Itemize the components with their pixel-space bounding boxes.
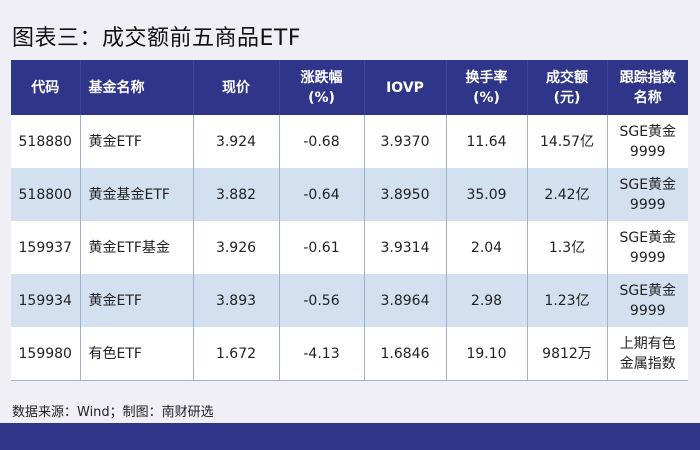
cell-change: -0.61: [278, 221, 364, 274]
cell-iovp: 3.8950: [363, 168, 446, 221]
header-iovp: IOVP: [363, 60, 446, 115]
cell-turnover: 11.64: [445, 115, 527, 168]
cell-index: SGE黄金 9999: [606, 274, 688, 327]
cell-turnover: 2.04: [445, 221, 527, 274]
cell-price: 3.893: [192, 274, 279, 327]
cell-volume: 9812万: [526, 327, 607, 381]
cell-volume: 1.23亿: [526, 274, 607, 327]
cell-change: -0.68: [278, 115, 364, 168]
cell-price: 3.926: [192, 221, 279, 274]
header-price: 现价: [192, 60, 279, 115]
cell-iovp: 3.9370: [363, 115, 446, 168]
cell-iovp: 3.8964: [363, 274, 446, 327]
table-row: 159934 黄金ETF 3.893 -0.56 3.8964 2.98 1.2…: [11, 274, 688, 327]
cell-change: -0.56: [278, 274, 364, 327]
table-row: 159937 黄金ETF基金 3.926 -0.61 3.9314 2.04 1…: [11, 221, 688, 274]
cell-code: 518880: [11, 115, 80, 168]
table-row: 159980 有色ETF 1.672 -4.13 1.6846 19.10 98…: [11, 327, 688, 381]
cell-index: SGE黄金 9999: [606, 221, 688, 274]
cell-change: -4.13: [278, 327, 364, 381]
header-code: 代码: [11, 60, 80, 115]
cell-code: 159934: [11, 274, 80, 327]
cell-name: 黄金ETF: [79, 115, 193, 168]
cell-name: 黄金ETF基金: [79, 221, 193, 274]
header-volume: 成交额 (元): [526, 60, 607, 115]
cell-change: -0.64: [278, 168, 364, 221]
etf-table: 代码 基金名称 现价 涨跌幅 (%) IOVP 换手率 (%) 成交额 (元) 跟踪指…: [11, 60, 688, 381]
cell-turnover: 2.98: [445, 274, 527, 327]
cell-price: 3.882: [192, 168, 279, 221]
cell-turnover: 35.09: [445, 168, 527, 221]
cell-name: 有色ETF: [79, 327, 193, 381]
cell-index: SGE黄金 9999: [606, 168, 688, 221]
header-change: 涨跌幅 (%): [278, 60, 364, 115]
cell-index: SGE黄金 9999: [606, 115, 688, 168]
table-row: 518880 黄金ETF 3.924 -0.68 3.9370 11.64 14…: [11, 115, 688, 168]
cell-code: 518800: [11, 168, 80, 221]
header-row: 代码 基金名称 现价 涨跌幅 (%) IOVP 换手率 (%) 成交额 (元) 跟踪指…: [11, 60, 688, 115]
cell-price: 1.672: [192, 327, 279, 381]
header-name: 基金名称: [79, 60, 193, 115]
cell-code: 159937: [11, 221, 80, 274]
cell-volume: 2.42亿: [526, 168, 607, 221]
header-index: 跟踪指数 名称: [606, 60, 688, 115]
footer-bar: [0, 423, 700, 450]
cell-iovp: 3.9314: [363, 221, 446, 274]
table-row: 518800 黄金基金ETF 3.882 -0.64 3.8950 35.09 …: [11, 168, 688, 221]
cell-name: 黄金基金ETF: [79, 168, 193, 221]
cell-price: 3.924: [192, 115, 279, 168]
cell-name: 黄金ETF: [79, 274, 193, 327]
cell-iovp: 1.6846: [363, 327, 446, 381]
cell-code: 159980: [11, 327, 80, 381]
cell-index: 上期有色 金属指数: [606, 327, 688, 381]
cell-volume: 14.57亿: [526, 115, 607, 168]
page-title: 图表三：成交额前五商品ETF: [12, 26, 301, 51]
source-note: 数据来源：Wind；制图：南财研选: [12, 405, 214, 420]
cell-volume: 1.3亿: [526, 221, 607, 274]
cell-turnover: 19.10: [445, 327, 527, 381]
header-turnover: 换手率 (%): [445, 60, 527, 115]
